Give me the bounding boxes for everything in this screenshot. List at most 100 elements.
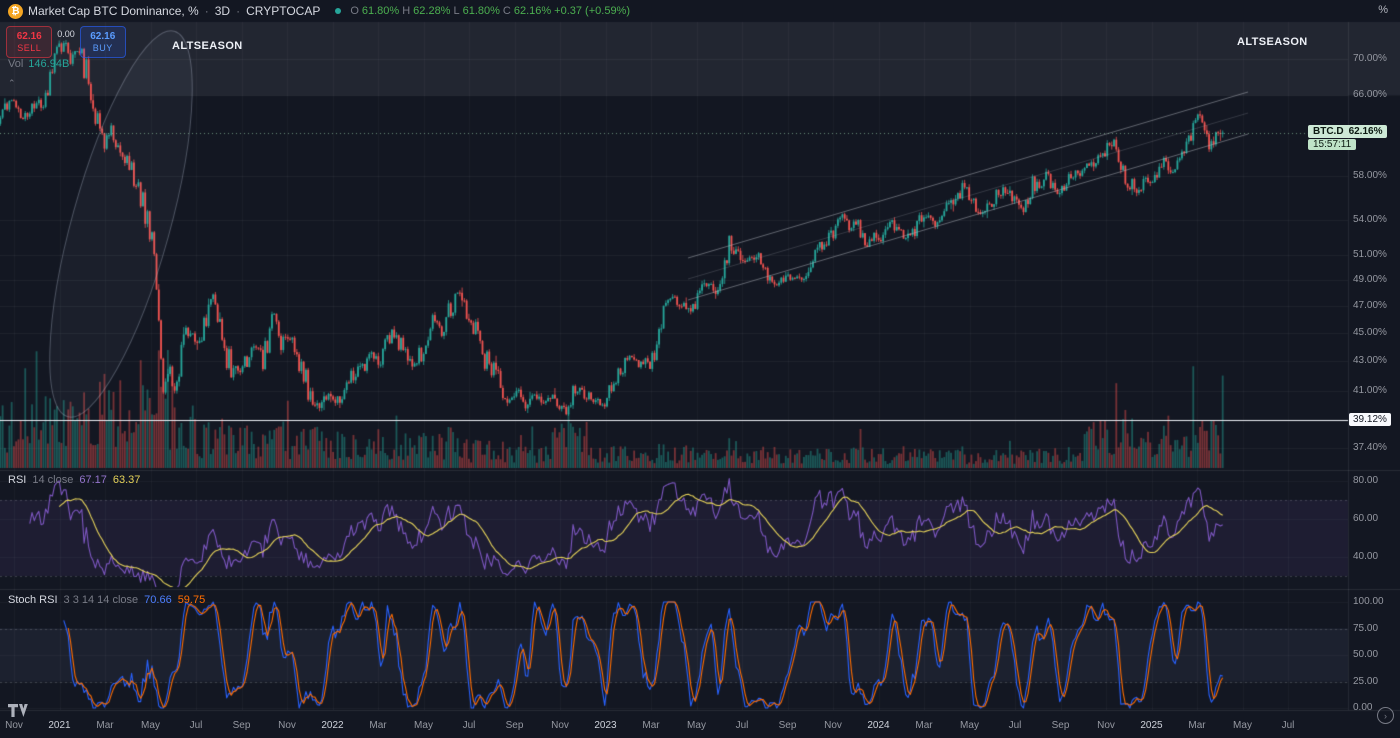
- time-axis-tick: May: [687, 720, 706, 731]
- time-axis-tick: May: [141, 720, 160, 731]
- price-axis-tick: 45.00%: [1353, 326, 1387, 338]
- stoch-axis-tick: 25.00: [1353, 675, 1379, 687]
- time-axis-tick: Nov: [1097, 720, 1115, 731]
- time-axis-tick: Jul: [735, 720, 749, 731]
- buy-button[interactable]: 62.16 BUY: [79, 26, 126, 58]
- price-axis-tick: 41.00%: [1353, 384, 1387, 396]
- sell-price: 62.16: [16, 31, 42, 42]
- exchange-label[interactable]: CRYPTOCAP: [246, 4, 321, 18]
- stoch-axis-tick: 0.00: [1353, 702, 1373, 713]
- stoch-k-value: 70.66: [144, 594, 172, 606]
- rsi-params: 14 close: [32, 474, 74, 486]
- legend-toolbar: ₿ Market Cap BTC Dominance, % · 3D · CRY…: [0, 0, 1400, 22]
- price-axis-tick: 54.00%: [1353, 213, 1387, 225]
- sell-button[interactable]: 62.16 SELL: [6, 26, 53, 58]
- rsi-ma-value: 63.37: [112, 474, 141, 486]
- price-axis-tick: 37.40%: [1353, 441, 1387, 453]
- time-axis-tick: 2024: [867, 720, 890, 731]
- rsi-axis-tick: 80.00: [1353, 475, 1379, 486]
- time-axis-tick: Sep: [232, 720, 251, 731]
- ohlc-open-label: O: [350, 5, 359, 17]
- tradingview-logo[interactable]: [8, 703, 32, 723]
- time-axis-tick: May: [414, 720, 433, 731]
- time-axis-tick: Jul: [189, 720, 203, 731]
- price-label-value: 62.16%: [1348, 126, 1383, 137]
- time-axis-tick: Sep: [1051, 720, 1070, 731]
- ohlc-high-value: 62.28%: [413, 5, 451, 17]
- stoch-rsi-title[interactable]: Stoch RSI: [8, 594, 58, 606]
- price-axis-tick: 49.00%: [1353, 274, 1387, 286]
- time-axis-tick: 2023: [594, 720, 617, 731]
- price-axis-tick: 47.00%: [1353, 299, 1387, 311]
- time-axis-tick: Nov: [824, 720, 842, 731]
- price-axis-tick: 70.00%: [1353, 53, 1387, 64]
- time-axis-tick: Nov: [5, 720, 23, 731]
- symbol-logo-icon: ₿: [8, 3, 23, 19]
- time-axis[interactable]: [0, 710, 1348, 738]
- stoch-rsi-params: 3 3 14 14 close: [63, 594, 139, 606]
- time-axis-tick: Mar: [1188, 720, 1206, 731]
- time-axis-tick: Mar: [915, 720, 933, 731]
- rsi-legend: RSI 14 close 67.17 63.37: [8, 474, 140, 486]
- time-axis-tick: Mar: [369, 720, 387, 731]
- price-label-symbol: BTC.D: [1313, 126, 1344, 137]
- ohlc-change-value: +0.37 (+0.59%): [554, 5, 631, 17]
- time-axis-tick: Jul: [1008, 720, 1022, 731]
- stoch-d-value: 59.75: [177, 594, 206, 606]
- last-price-label: BTC.D 62.16% 15:57:11: [1308, 125, 1388, 150]
- separator: ·: [204, 4, 209, 18]
- time-axis-tick: 2022: [321, 720, 344, 731]
- ohlc-low-value: 61.80%: [462, 5, 500, 17]
- spread-value: 0.00: [57, 29, 75, 39]
- rsi-value: 67.17: [79, 474, 107, 486]
- time-axis-tick: Mar: [642, 720, 660, 731]
- ohlc-readout: O 61.80% H 62.28% L 61.80% C 62.16% +0.3…: [350, 5, 630, 17]
- price-axis-tick: 66.00%: [1353, 89, 1387, 101]
- time-axis-tick: May: [960, 720, 979, 731]
- volume-value: 146.94B: [28, 58, 70, 70]
- time-axis-tick: Sep: [505, 720, 524, 731]
- collapse-chevron-icon[interactable]: ⌃: [8, 78, 16, 88]
- price-axis-tick: 58.00%: [1353, 169, 1387, 181]
- ohlc-high-label: H: [402, 5, 411, 17]
- sell-label: SELL: [17, 43, 42, 53]
- altseason-annotation-left[interactable]: ALTSEASON: [172, 40, 243, 52]
- symbol-title[interactable]: Market Cap BTC Dominance, %: [28, 4, 199, 18]
- ohlc-close-label: C: [502, 5, 511, 17]
- time-axis-tick: Nov: [278, 720, 296, 731]
- horizontal-line-label[interactable]: 39.12%: [1349, 413, 1391, 426]
- percent-scale-button[interactable]: %: [1378, 4, 1388, 16]
- volume-label: Vol: [8, 58, 24, 70]
- ohlc-low-label: L: [453, 5, 460, 17]
- market-status-icon: [335, 8, 342, 14]
- jump-to-realtime-button[interactable]: ›: [1377, 707, 1394, 724]
- bar-countdown: 15:57:11: [1308, 139, 1357, 150]
- stoch-axis-tick: 100.00: [1353, 596, 1384, 607]
- stoch-axis-tick: 75.00: [1353, 622, 1379, 634]
- time-axis-tick: Nov: [551, 720, 569, 731]
- rsi-title[interactable]: RSI: [8, 474, 27, 486]
- stoch-rsi-legend: Stoch RSI 3 3 14 14 close 70.66 59.75: [8, 594, 205, 606]
- time-axis-tick: Jul: [462, 720, 476, 731]
- trade-widget: 62.16 SELL 0.00 62.16 BUY: [6, 26, 126, 58]
- price-axis-tick: 43.00%: [1353, 355, 1387, 367]
- separator: ·: [236, 4, 241, 18]
- buy-label: BUY: [92, 43, 113, 53]
- rsi-axis-tick: 60.00: [1353, 513, 1379, 524]
- volume-legend: Vol 146.94B: [8, 58, 69, 70]
- altseason-annotation-right[interactable]: ALTSEASON: [1237, 36, 1308, 48]
- time-axis-tick: 2025: [1140, 720, 1163, 731]
- ohlc-close-value: 62.16%: [513, 5, 552, 17]
- price-axis-tick: 51.00%: [1353, 249, 1387, 261]
- interval-label[interactable]: 3D: [214, 4, 231, 18]
- time-axis-tick: Sep: [778, 720, 797, 731]
- buy-price: 62.16: [90, 31, 116, 42]
- rsi-axis-tick: 40.00: [1353, 551, 1379, 562]
- time-axis-tick: Mar: [96, 720, 114, 731]
- ohlc-open-value: 61.80%: [361, 5, 400, 17]
- time-axis-tick: Jul: [1281, 720, 1295, 731]
- time-axis-tick: May: [1233, 720, 1252, 731]
